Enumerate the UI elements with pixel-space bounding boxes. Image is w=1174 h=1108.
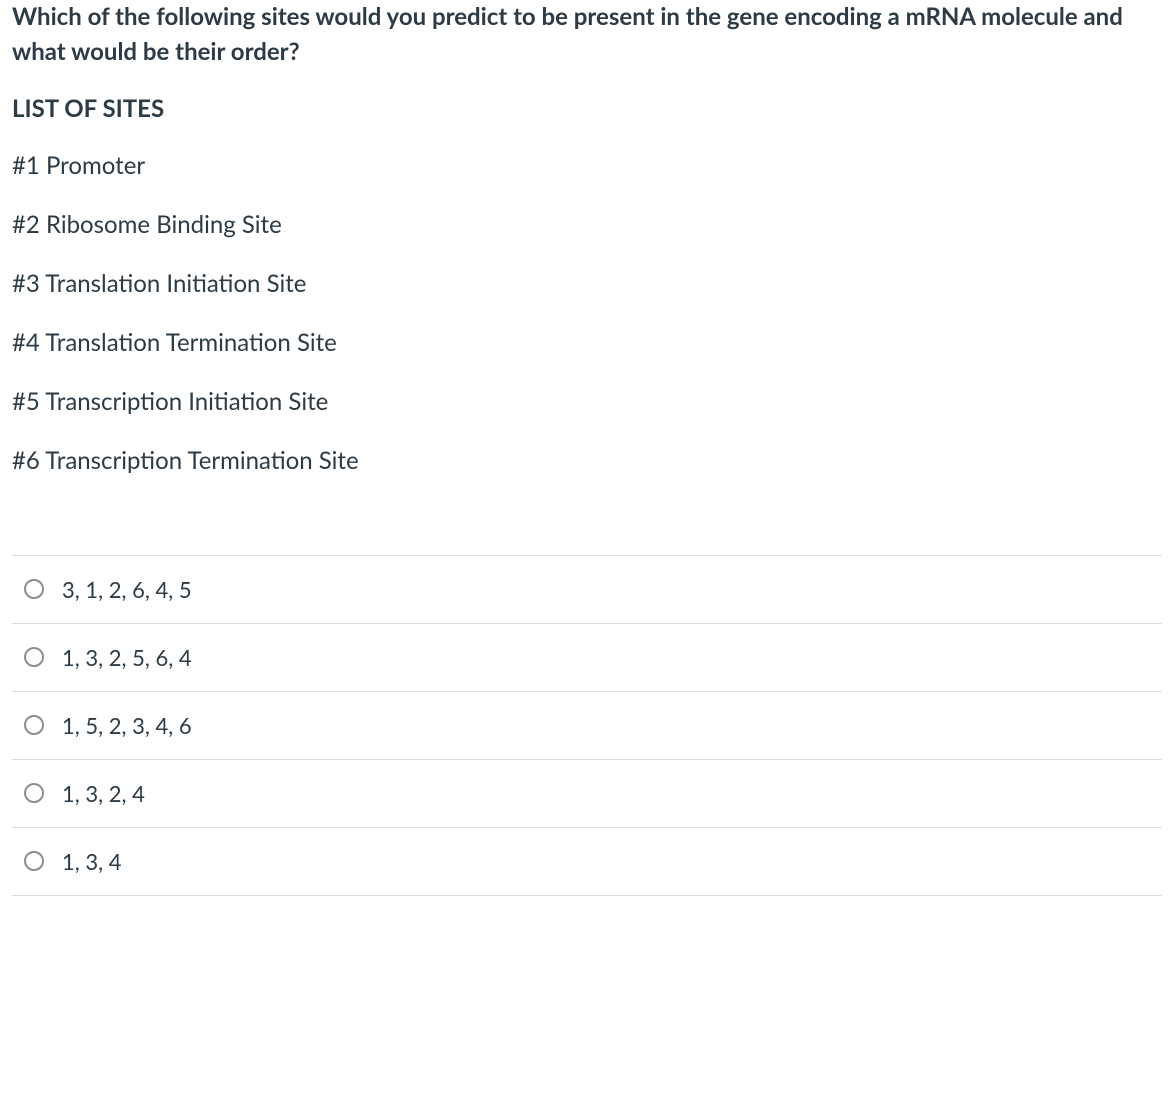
radio-icon[interactable] [24,579,44,599]
answer-label: 1, 3, 4 [62,848,122,875]
radio-icon[interactable] [24,715,44,735]
answer-label: 1, 5, 2, 3, 4, 6 [62,712,192,739]
answer-label: 1, 3, 2, 5, 6, 4 [62,644,192,671]
list-of-sites-heading: LIST OF SITES [12,94,1162,123]
radio-icon[interactable] [24,647,44,667]
site-item-4: #4 Translation Termination Site [12,328,1162,357]
answer-option[interactable]: 1, 3, 2, 5, 6, 4 [12,623,1162,691]
answer-option[interactable]: 1, 5, 2, 3, 4, 6 [12,691,1162,759]
radio-icon[interactable] [24,851,44,871]
answer-option[interactable]: 1, 3, 2, 4 [12,759,1162,827]
answer-label: 3, 1, 2, 6, 4, 5 [62,576,192,603]
answer-list: 3, 1, 2, 6, 4, 5 1, 3, 2, 5, 6, 4 1, 5, … [12,555,1162,896]
answer-label: 1, 3, 2, 4 [62,780,145,807]
site-item-2: #2 Ribosome Binding Site [12,210,1162,239]
answer-option[interactable]: 1, 3, 4 [12,827,1162,896]
site-item-6: #6 Transcription Termination Site [12,446,1162,475]
question-stem: Which of the following sites would you p… [12,0,1162,70]
site-item-3: #3 Translation Initiation Site [12,269,1162,298]
answer-option[interactable]: 3, 1, 2, 6, 4, 5 [12,555,1162,623]
site-item-5: #5 Transcription Initiation Site [12,387,1162,416]
radio-icon[interactable] [24,783,44,803]
site-item-1: #1 Promoter [12,151,1162,180]
